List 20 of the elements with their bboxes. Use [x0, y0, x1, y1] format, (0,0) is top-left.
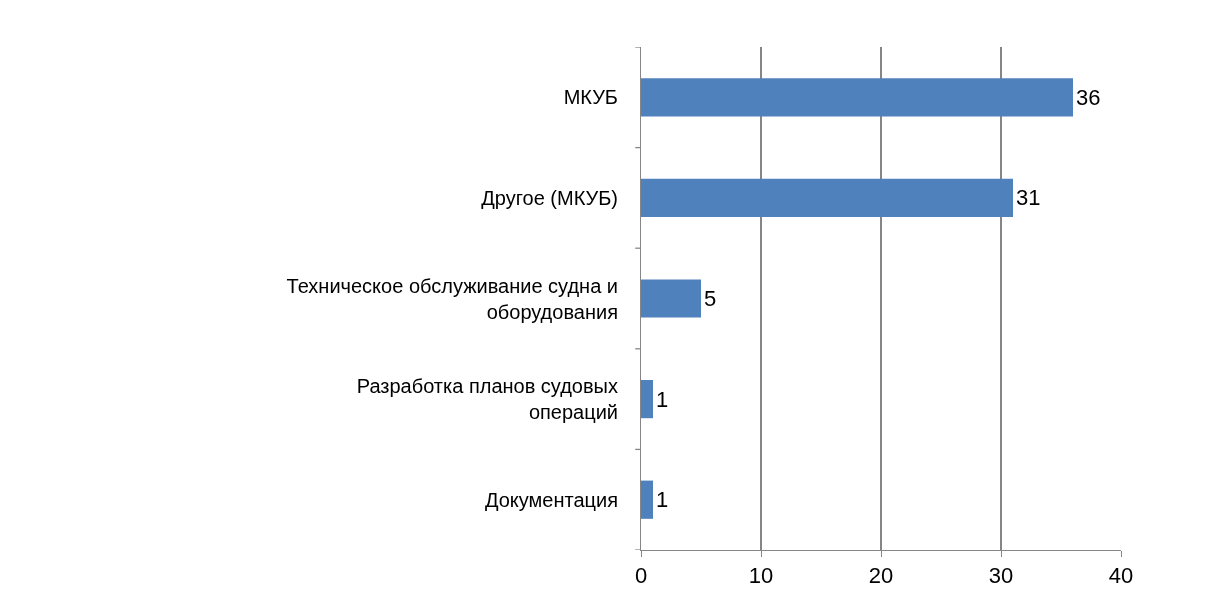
y-tick-label: Документация [484, 488, 618, 511]
bar [641, 279, 701, 318]
bar [641, 480, 653, 519]
bar [641, 379, 653, 419]
x-tick-label: 20 [868, 563, 894, 589]
data-label: 5 [704, 286, 717, 311]
y-tick-label: Разработка планов судовых операций [356, 375, 618, 424]
y-tick-label: Другое (МКУБ) [481, 186, 618, 209]
x-tick-label: 30 [988, 563, 1014, 589]
x-tick-label: 10 [748, 563, 774, 589]
x-tick-label: 0 [634, 563, 648, 589]
y-tick-label: Техническое обслуживание судна и оборудования [286, 274, 618, 323]
x-tick-label: 40 [1108, 563, 1134, 589]
data-label: 31 [1016, 185, 1041, 211]
data-label: 36 [1076, 84, 1101, 110]
bar [641, 78, 1073, 117]
data-label: 1 [656, 386, 669, 412]
bar [641, 178, 1013, 218]
data-label: 1 [656, 487, 669, 513]
y-tick-label: МКУБ [563, 86, 618, 109]
